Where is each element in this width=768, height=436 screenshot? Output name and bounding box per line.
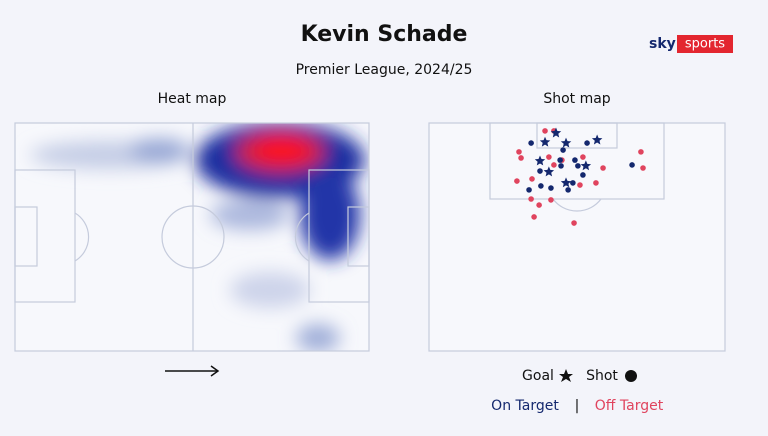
shot-marker (526, 187, 532, 193)
shot-marker (537, 168, 543, 174)
subtitle: Premier League, 2024/25 (296, 62, 473, 78)
shot-marker (518, 155, 524, 161)
shot-marker (565, 187, 571, 193)
legend-star (559, 369, 573, 382)
goal-marker (550, 127, 562, 138)
legend-shot: Shot (586, 368, 618, 384)
heat-blobs (30, 123, 365, 351)
shot-marker (514, 178, 520, 184)
brand-sports: sports (685, 37, 725, 52)
shot-marker (548, 197, 554, 203)
shot-marker (600, 165, 606, 171)
goal-marker (580, 160, 592, 171)
shot-marker (531, 214, 537, 220)
legend-goal: Goal (522, 368, 554, 384)
shot-marker (548, 185, 554, 191)
shot-pitch (428, 122, 726, 352)
goal-marker (591, 134, 603, 145)
legend-on-target: On Target (491, 398, 559, 414)
shot-marker (542, 128, 548, 134)
shot-marker (538, 183, 544, 189)
brand-box (677, 35, 733, 53)
heat-map (14, 122, 370, 377)
shot-marker (560, 147, 566, 153)
shot-marker (580, 172, 586, 178)
brand-sky: sky (649, 36, 676, 52)
shot-map-title: Shot map (543, 91, 610, 107)
goal-marker (560, 177, 572, 188)
shot-marker (529, 176, 535, 182)
shot-marker (570, 180, 576, 186)
shot-marker (546, 154, 552, 160)
legend-dot (625, 370, 637, 382)
shot-marker (629, 162, 635, 168)
shot-marker (593, 180, 599, 186)
shot-marker (558, 163, 564, 169)
shot-marker (557, 157, 563, 163)
shot-marker (516, 149, 522, 155)
shots (514, 127, 646, 226)
legend-separator: | (575, 398, 580, 414)
shot-marker (575, 163, 581, 169)
goal-marker (534, 155, 546, 166)
legend-off-target: Off Target (595, 398, 664, 414)
shot-marker (528, 140, 534, 146)
goal-marker (560, 137, 572, 148)
goal-marker (543, 166, 555, 177)
shot-marker (572, 157, 578, 163)
title: Kevin Schade (301, 22, 468, 47)
shot-marker (571, 220, 577, 226)
brand-logo: sky sports (649, 35, 733, 53)
shot-marker (528, 196, 534, 202)
shot-marker (536, 202, 542, 208)
shot-marker (577, 182, 583, 188)
shot-marker (584, 140, 590, 146)
shot-marker (580, 154, 586, 160)
shot-marker (640, 165, 646, 171)
shot-marker (638, 149, 644, 155)
goal-marker (539, 136, 551, 147)
shot-marker (551, 162, 557, 168)
heat-map-title: Heat map (158, 91, 227, 107)
